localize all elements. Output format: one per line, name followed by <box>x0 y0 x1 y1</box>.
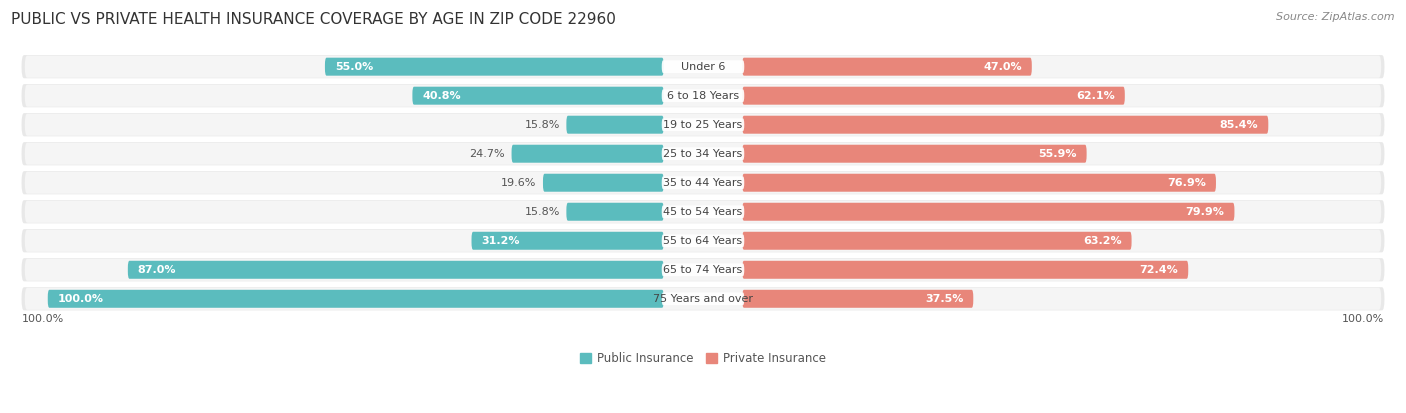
FancyBboxPatch shape <box>742 174 1216 192</box>
Text: 62.1%: 62.1% <box>1076 91 1115 101</box>
FancyBboxPatch shape <box>742 290 973 308</box>
FancyBboxPatch shape <box>325 58 664 76</box>
FancyBboxPatch shape <box>471 232 664 250</box>
FancyBboxPatch shape <box>662 89 744 102</box>
Text: 35 to 44 Years: 35 to 44 Years <box>664 178 742 188</box>
FancyBboxPatch shape <box>25 172 1381 194</box>
Text: 87.0%: 87.0% <box>138 265 176 275</box>
FancyBboxPatch shape <box>543 174 664 192</box>
Text: 85.4%: 85.4% <box>1220 120 1258 130</box>
FancyBboxPatch shape <box>662 176 744 189</box>
Text: 45 to 54 Years: 45 to 54 Years <box>664 207 742 217</box>
Text: 31.2%: 31.2% <box>481 236 520 246</box>
FancyBboxPatch shape <box>21 142 1385 165</box>
Text: 100.0%: 100.0% <box>58 294 104 304</box>
Text: 76.9%: 76.9% <box>1167 178 1206 188</box>
Text: 40.8%: 40.8% <box>422 91 461 101</box>
FancyBboxPatch shape <box>567 116 664 134</box>
FancyBboxPatch shape <box>21 287 1385 311</box>
Text: 19.6%: 19.6% <box>501 178 537 188</box>
FancyBboxPatch shape <box>25 56 1381 78</box>
Text: PUBLIC VS PRIVATE HEALTH INSURANCE COVERAGE BY AGE IN ZIP CODE 22960: PUBLIC VS PRIVATE HEALTH INSURANCE COVER… <box>11 12 616 27</box>
FancyBboxPatch shape <box>21 171 1385 195</box>
Text: Source: ZipAtlas.com: Source: ZipAtlas.com <box>1277 12 1395 22</box>
FancyBboxPatch shape <box>742 203 1234 221</box>
FancyBboxPatch shape <box>21 55 1385 78</box>
FancyBboxPatch shape <box>662 234 744 247</box>
FancyBboxPatch shape <box>25 201 1381 223</box>
Text: 55 to 64 Years: 55 to 64 Years <box>664 236 742 246</box>
Text: 55.9%: 55.9% <box>1038 149 1077 159</box>
FancyBboxPatch shape <box>21 200 1385 223</box>
FancyBboxPatch shape <box>25 85 1381 107</box>
Text: 65 to 74 Years: 65 to 74 Years <box>664 265 742 275</box>
FancyBboxPatch shape <box>662 263 744 276</box>
FancyBboxPatch shape <box>742 116 1268 134</box>
FancyBboxPatch shape <box>742 145 1087 163</box>
FancyBboxPatch shape <box>662 205 744 218</box>
FancyBboxPatch shape <box>662 292 744 305</box>
Text: 79.9%: 79.9% <box>1185 207 1225 217</box>
FancyBboxPatch shape <box>742 58 1032 76</box>
FancyBboxPatch shape <box>21 113 1385 136</box>
Text: 55.0%: 55.0% <box>335 62 373 72</box>
FancyBboxPatch shape <box>128 261 664 279</box>
FancyBboxPatch shape <box>21 229 1385 252</box>
FancyBboxPatch shape <box>662 147 744 160</box>
FancyBboxPatch shape <box>742 232 1132 250</box>
Legend: Public Insurance, Private Insurance: Public Insurance, Private Insurance <box>579 352 827 365</box>
FancyBboxPatch shape <box>742 87 1125 104</box>
FancyBboxPatch shape <box>25 143 1381 165</box>
Text: 25 to 34 Years: 25 to 34 Years <box>664 149 742 159</box>
Text: 100.0%: 100.0% <box>1343 314 1385 324</box>
FancyBboxPatch shape <box>567 203 664 221</box>
Text: Under 6: Under 6 <box>681 62 725 72</box>
FancyBboxPatch shape <box>21 258 1385 281</box>
FancyBboxPatch shape <box>25 259 1381 281</box>
Text: 37.5%: 37.5% <box>925 294 963 304</box>
Text: 63.2%: 63.2% <box>1083 236 1122 246</box>
FancyBboxPatch shape <box>25 288 1381 310</box>
FancyBboxPatch shape <box>742 261 1188 279</box>
FancyBboxPatch shape <box>48 290 664 308</box>
Text: 15.8%: 15.8% <box>524 120 560 130</box>
Text: 72.4%: 72.4% <box>1140 265 1178 275</box>
FancyBboxPatch shape <box>512 145 664 163</box>
Text: 19 to 25 Years: 19 to 25 Years <box>664 120 742 130</box>
Text: 15.8%: 15.8% <box>524 207 560 217</box>
Text: 6 to 18 Years: 6 to 18 Years <box>666 91 740 101</box>
FancyBboxPatch shape <box>662 118 744 131</box>
Text: 75 Years and over: 75 Years and over <box>652 294 754 304</box>
Text: 100.0%: 100.0% <box>21 314 63 324</box>
Text: 47.0%: 47.0% <box>983 62 1022 72</box>
FancyBboxPatch shape <box>21 84 1385 107</box>
FancyBboxPatch shape <box>412 87 664 104</box>
FancyBboxPatch shape <box>662 60 744 73</box>
FancyBboxPatch shape <box>25 114 1381 136</box>
FancyBboxPatch shape <box>25 230 1381 252</box>
Text: 24.7%: 24.7% <box>470 149 505 159</box>
